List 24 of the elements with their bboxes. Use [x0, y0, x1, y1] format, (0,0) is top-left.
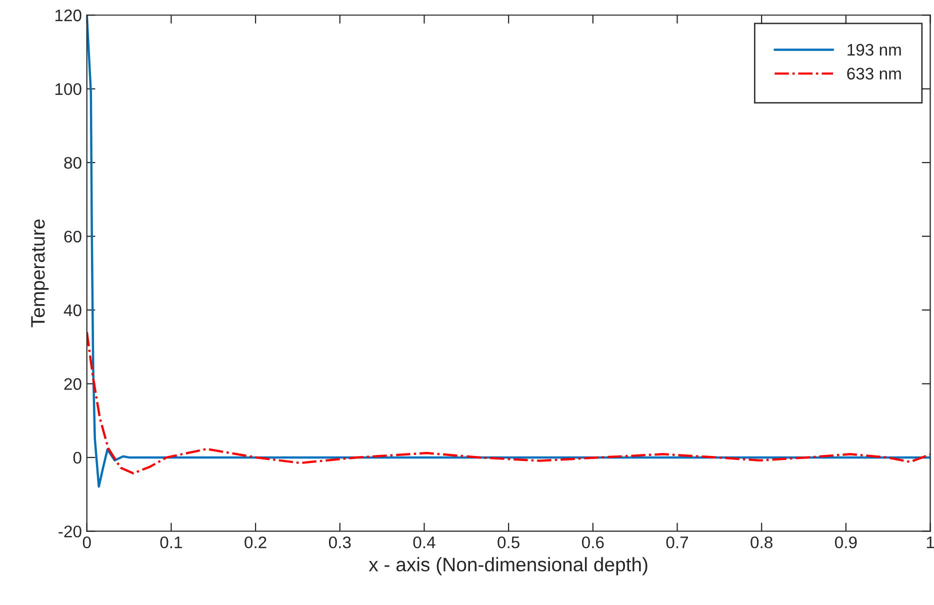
y-tick-label: 0: [73, 452, 82, 464]
x-tick-label: 0.6: [582, 536, 604, 548]
x-tick-label: 0.8: [750, 536, 772, 548]
legend-label: 193 nm: [848, 44, 901, 56]
y-tick-label: 60: [64, 230, 82, 242]
y-axis-title: Temperature: [31, 219, 49, 328]
x-tick-label: 1: [926, 536, 934, 548]
x-tick-label: 0.9: [834, 536, 857, 548]
y-tick-label: 40: [64, 304, 82, 316]
y-tick-label: 20: [64, 378, 82, 390]
legend-label: 633 nm: [847, 68, 901, 80]
x-tick-label: 0.3: [328, 536, 351, 548]
y-tick-label: 100: [55, 83, 82, 96]
x-tick-label: 0.5: [498, 536, 520, 548]
x-axis-title: x - axis (Non-dimensional depth): [368, 557, 648, 576]
y-tick-label: 120: [55, 10, 82, 22]
x-tick-label: 0.7: [666, 536, 688, 548]
x-tick-label: 0.2: [244, 536, 266, 548]
x-tick-label: 0.1: [160, 536, 182, 548]
y-tick-label: 80: [64, 156, 82, 169]
x-tick-label: 0: [82, 536, 91, 548]
line-series: [86, 331, 930, 474]
y-tick-label: -20: [58, 526, 82, 538]
x-tick-label: 0.4: [413, 536, 436, 548]
